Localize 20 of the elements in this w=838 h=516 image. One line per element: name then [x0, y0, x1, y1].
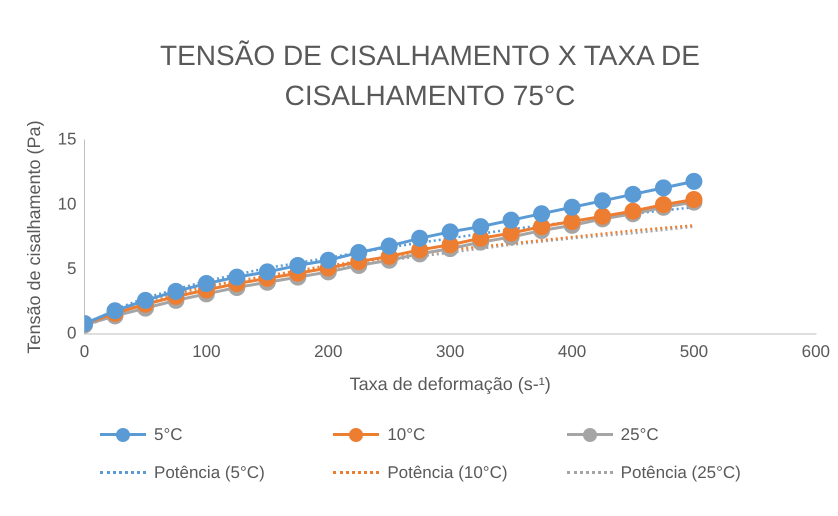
y-tick-label: 15 — [58, 130, 77, 149]
x-tick-label: 500 — [680, 342, 708, 361]
legend-label: 25°C — [620, 425, 659, 445]
x-tick-label: 300 — [436, 342, 464, 361]
legend-label: 10°C — [387, 425, 426, 445]
x-tick-label: 600 — [802, 342, 830, 361]
x-tick-label: 100 — [192, 342, 221, 361]
y-axis-title: Tensão de cisalhamento (Pa) — [24, 120, 44, 354]
y-tick-label: 5 — [67, 259, 77, 278]
x-axis-title: Taxa de deformação (s-¹) — [350, 374, 551, 394]
legend-label: Potência (10°C) — [387, 463, 508, 483]
x-tick-label: 400 — [558, 342, 586, 361]
legend-label: Potência (5°C) — [154, 463, 265, 483]
y-tick-label: 10 — [58, 194, 77, 214]
x-tick-label: 0 — [80, 342, 90, 361]
chart-title: TENSÃO DE CISALHAMENTO X TAXA DE CISALHAMENTO 75°C — [159, 39, 701, 113]
x-tick-label: 200 — [314, 342, 342, 361]
legend-label: 5°C — [154, 425, 183, 445]
legend-label: Potência (25°C) — [620, 463, 741, 483]
y-tick-label: 0 — [67, 324, 77, 343]
